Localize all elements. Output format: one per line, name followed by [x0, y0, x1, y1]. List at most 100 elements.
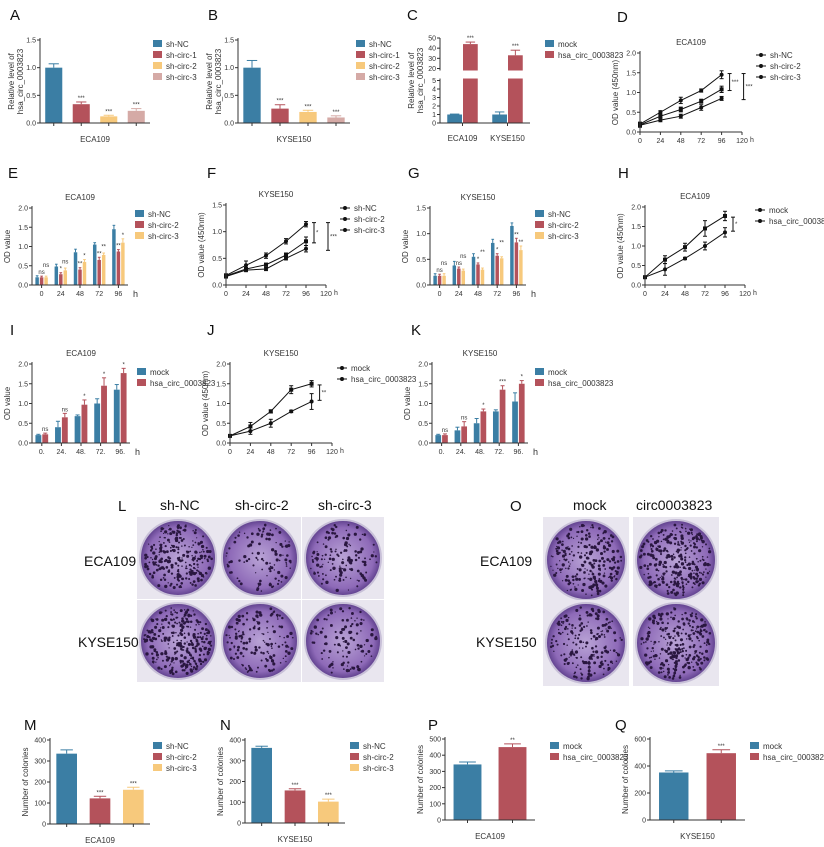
- colony-dot: [151, 575, 155, 579]
- colony-dot: [604, 659, 607, 662]
- colony-dot: [675, 649, 679, 652]
- colony-dot: [685, 638, 688, 640]
- bar: [100, 116, 118, 123]
- colony-dot: [150, 618, 153, 621]
- colony-dot: [364, 557, 366, 560]
- colony-dot: [176, 569, 180, 573]
- bar: [271, 108, 289, 123]
- colony-dot: [265, 657, 268, 660]
- colony-dot: [361, 533, 364, 536]
- colony-dot: [609, 576, 614, 580]
- colony-dot: [336, 651, 339, 654]
- colony-dot: [198, 653, 202, 657]
- colony-dot: [613, 561, 617, 564]
- colony-dot: [693, 621, 696, 623]
- colony-dot: [693, 552, 696, 555]
- colony-dot: [571, 624, 574, 627]
- colony-dot: [690, 540, 692, 542]
- x-axis-unit: h: [531, 289, 536, 299]
- colony-dot: [172, 631, 175, 635]
- colony-dot: [156, 658, 158, 661]
- legend-swatch: [350, 753, 359, 760]
- colony-dot: [669, 641, 673, 645]
- legend-swatch: [350, 764, 359, 771]
- legend-swatch: [350, 742, 359, 749]
- colony-dot: [675, 656, 678, 660]
- colony-dot: [640, 554, 643, 557]
- colony-dot: [266, 650, 269, 653]
- colony-dot: [665, 549, 669, 552]
- legend-swatch: [750, 742, 759, 749]
- x-tick-label: 96: [513, 291, 521, 298]
- colony-dot: [567, 546, 569, 548]
- colony-dot: [670, 557, 674, 561]
- colony-dot: [163, 550, 167, 554]
- bar: [127, 110, 145, 123]
- colony-dot: [284, 558, 288, 562]
- colony-dot: [593, 661, 597, 665]
- colony-dot: [167, 556, 170, 559]
- colony-dot: [273, 569, 275, 571]
- colony-dot: [170, 582, 173, 586]
- x-axis-label: KYSE150: [680, 832, 715, 841]
- colony-dot: [164, 650, 167, 653]
- data-point: [683, 256, 687, 261]
- significance-label: ***: [304, 104, 312, 110]
- colony-dot: [335, 636, 339, 640]
- data-point: [678, 114, 683, 119]
- colony-dot: [563, 614, 567, 618]
- colony-dot: [708, 570, 711, 572]
- colony-dot: [363, 655, 366, 657]
- colony-dot: [586, 677, 590, 681]
- colony-dot: [333, 643, 336, 646]
- colony-dot: [335, 548, 337, 551]
- colony-dot: [257, 585, 260, 587]
- bar: [514, 242, 519, 285]
- colony-dot: [663, 560, 667, 565]
- colony-dot: [226, 564, 230, 568]
- colony-dot: [616, 653, 621, 657]
- colony-dot: [327, 614, 330, 617]
- colony-dot: [330, 671, 333, 674]
- colony-dot: [694, 650, 697, 653]
- colony-dot: [151, 652, 154, 655]
- colony-dot: [200, 551, 203, 553]
- colony-dot: [568, 565, 571, 567]
- colony-dot: [348, 543, 350, 545]
- colony-dot: [313, 572, 316, 575]
- colony-dot: [552, 635, 555, 638]
- colony-dot: [681, 643, 685, 646]
- colony-dot: [187, 620, 190, 623]
- colony-dot: [684, 556, 687, 559]
- colony-dot: [598, 664, 602, 669]
- colony-dot: [607, 543, 612, 548]
- colony-dot: [178, 537, 181, 539]
- legend-swatch: [356, 73, 365, 80]
- colony-dot: [654, 581, 657, 583]
- colony-dot: [161, 640, 163, 642]
- colony-dot: [676, 576, 678, 579]
- colony-dot: [278, 625, 281, 628]
- y-tick-label: 0.5: [418, 421, 428, 428]
- colony-dot: [643, 564, 647, 568]
- colony-dot: [251, 552, 254, 555]
- significance-label: ns: [62, 407, 68, 413]
- colony-dot: [167, 538, 170, 542]
- colony-dot: [688, 619, 691, 622]
- significance-label: *: [482, 403, 485, 409]
- colony-dot: [152, 571, 156, 575]
- colony-dot: [640, 643, 643, 645]
- colony-dot: [666, 644, 668, 646]
- significance-label: ***: [291, 783, 299, 789]
- colony-dot: [603, 634, 606, 636]
- colony-dot: [596, 633, 599, 636]
- colony-dot: [565, 574, 569, 578]
- colony-dot: [650, 547, 653, 550]
- colony-dot: [578, 647, 581, 649]
- colony-dot: [286, 635, 290, 638]
- bar: [442, 435, 448, 443]
- colony-dot: [646, 552, 650, 556]
